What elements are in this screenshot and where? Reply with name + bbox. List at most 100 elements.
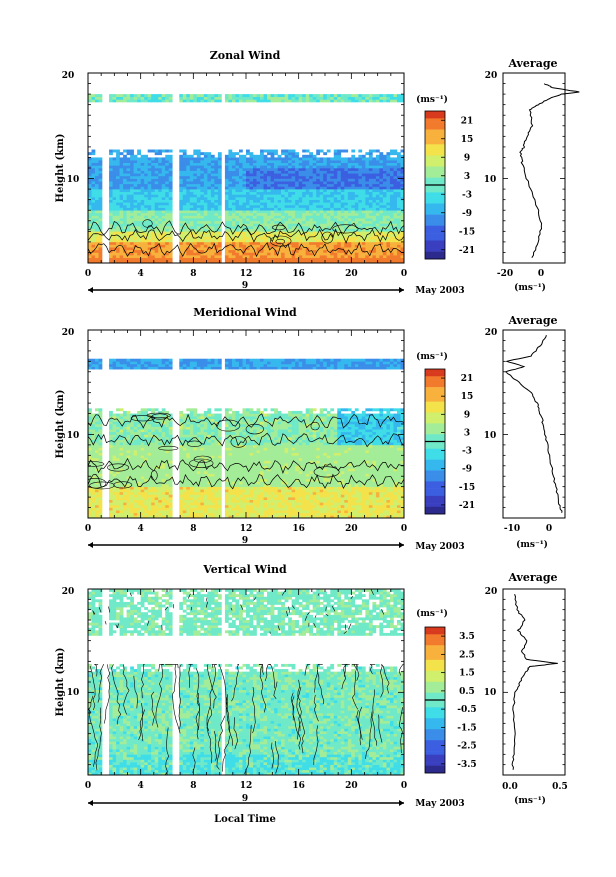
heatmap-cell bbox=[189, 199, 194, 203]
heatmap-cell bbox=[302, 260, 306, 263]
heatmap-cell bbox=[133, 444, 138, 448]
heatmap-cell bbox=[396, 178, 401, 182]
colorbar-swatch bbox=[425, 214, 445, 219]
heatmap-cell bbox=[151, 502, 156, 506]
heatmap-cell bbox=[326, 165, 331, 169]
heatmap-cell bbox=[375, 162, 380, 166]
heatmap-cell bbox=[133, 512, 138, 516]
heatmap-cell bbox=[116, 439, 120, 443]
heatmap-cell bbox=[305, 215, 310, 219]
heatmap-cell bbox=[116, 504, 120, 508]
heatmap-cell bbox=[147, 444, 152, 448]
heatmap-cell bbox=[358, 233, 363, 237]
heatmap-cell bbox=[130, 197, 134, 200]
heatmap-cell bbox=[291, 233, 296, 237]
heatmap-cell bbox=[249, 189, 254, 193]
heatmap-cell bbox=[288, 233, 292, 237]
heatmap-cell bbox=[312, 204, 317, 208]
heatmap-cell bbox=[242, 220, 247, 224]
heatmap-cell bbox=[200, 175, 205, 179]
heatmap-cell bbox=[400, 183, 404, 187]
heatmap-cell bbox=[137, 175, 141, 179]
heatmap-cell bbox=[333, 210, 338, 214]
colorbar-swatch bbox=[425, 222, 445, 226]
heatmap-cell bbox=[298, 170, 303, 174]
heatmap-cell bbox=[224, 218, 229, 222]
heatmap-cell bbox=[253, 162, 257, 166]
heatmap-cell bbox=[228, 215, 233, 219]
heatmap-cell bbox=[235, 233, 240, 237]
heatmap-cell bbox=[130, 478, 134, 482]
heatmap-cell bbox=[130, 183, 134, 187]
heatmap-cell bbox=[109, 194, 113, 198]
heatmap-cell bbox=[154, 484, 159, 487]
heatmap-cell bbox=[123, 416, 127, 420]
heatmap-cell bbox=[281, 94, 285, 98]
heatmap-cell bbox=[98, 247, 103, 251]
heatmap-cell bbox=[312, 228, 317, 232]
heatmap-cell bbox=[284, 210, 289, 214]
heatmap-cell bbox=[396, 226, 401, 229]
heatmap-cell bbox=[267, 257, 271, 261]
heatmap-cell bbox=[372, 162, 377, 166]
heatmap-cell bbox=[361, 236, 366, 240]
heatmap-cell bbox=[291, 183, 296, 187]
heatmap-cell bbox=[203, 231, 208, 235]
heatmap-cell bbox=[365, 194, 370, 198]
heatmap-cell bbox=[193, 191, 198, 195]
heatmap-cell bbox=[396, 241, 401, 245]
heatmap-cell bbox=[344, 173, 349, 177]
heatmap-cell bbox=[165, 363, 170, 367]
heatmap-cell bbox=[91, 363, 96, 367]
heatmap-cell bbox=[277, 168, 282, 171]
heatmap-cell bbox=[137, 189, 141, 193]
heatmap-cell bbox=[147, 447, 152, 451]
heatmap-cell bbox=[295, 152, 299, 156]
heatmap-cell bbox=[140, 510, 145, 514]
heatmap-cell bbox=[182, 241, 187, 245]
heatmap-cell bbox=[151, 361, 156, 365]
heatmap-cell bbox=[386, 157, 391, 161]
heatmap-cell bbox=[144, 491, 148, 495]
heatmap-cell bbox=[210, 202, 215, 206]
heatmap-cell bbox=[231, 194, 236, 198]
heatmap-cell bbox=[116, 247, 120, 251]
heatmap-cell bbox=[186, 202, 191, 206]
heatmap-cell bbox=[123, 178, 127, 182]
heatmap-cell bbox=[235, 191, 240, 195]
heatmap-cell bbox=[270, 231, 275, 235]
heatmap-cell bbox=[281, 226, 285, 229]
heatmap-cell bbox=[231, 228, 236, 232]
heatmap-cell bbox=[253, 226, 257, 229]
colorbar-swatch bbox=[425, 125, 445, 130]
heatmap-cell bbox=[277, 212, 282, 216]
heatmap-cell bbox=[323, 249, 328, 253]
heatmap-cell bbox=[246, 207, 250, 211]
heatmap-cell bbox=[253, 233, 257, 237]
heatmap-cell bbox=[358, 162, 363, 166]
heatmap-cell bbox=[179, 154, 184, 158]
heatmap-cell bbox=[140, 437, 145, 440]
heatmap-cell bbox=[179, 202, 184, 206]
heatmap-cell bbox=[281, 175, 285, 179]
heatmap-cell bbox=[109, 186, 113, 190]
heatmap-cell bbox=[256, 94, 261, 98]
heatmap-cell bbox=[158, 484, 163, 487]
heatmap-cell bbox=[98, 231, 103, 235]
heatmap-cell bbox=[119, 96, 124, 100]
heatmap-cell bbox=[133, 212, 138, 216]
heatmap-cell bbox=[91, 434, 96, 438]
heatmap-cell bbox=[333, 94, 338, 98]
heatmap-cell bbox=[140, 489, 145, 493]
heatmap-cell bbox=[309, 260, 314, 263]
heatmap-cell bbox=[158, 228, 163, 232]
heatmap-cell bbox=[123, 160, 127, 164]
heatmap-cell bbox=[298, 236, 303, 240]
heatmap-cell bbox=[263, 199, 268, 203]
heatmap-cell bbox=[400, 160, 404, 164]
heatmap-cell bbox=[263, 241, 268, 245]
heatmap-cell bbox=[274, 165, 278, 169]
heatmap-cell bbox=[235, 162, 240, 166]
heatmap-cell bbox=[126, 165, 131, 169]
heatmap-cell bbox=[298, 233, 303, 237]
